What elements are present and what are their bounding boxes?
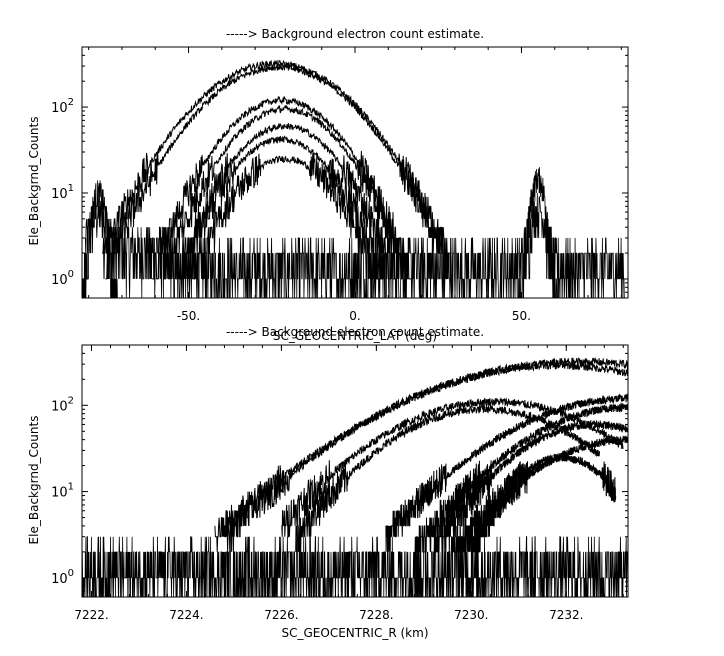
x-tick-label: 7228. (359, 608, 393, 622)
x-tick-label: 7226. (264, 608, 298, 622)
side-bump-line (518, 167, 559, 298)
series-line (295, 404, 600, 552)
y-tick-label: 102 (51, 395, 74, 414)
y-tick-label: 101 (51, 183, 74, 202)
x-tick-label: 50. (512, 309, 531, 323)
noise-floor-line (82, 536, 628, 597)
y-tick-label: 101 (51, 482, 74, 501)
bottom-y-axis-label: Ele_Backgrnd_Counts (27, 416, 41, 545)
panel-bottom: -----> Background electron count estimat… (27, 325, 629, 640)
bottom-x-ticks: 7222. 7224. 7226. 7228. 7230. 7232. (74, 345, 624, 622)
bottom-plot-frame (81, 344, 629, 598)
series-line (193, 153, 378, 280)
y-tick-label: 100 (51, 269, 74, 288)
top-title: -----> Background electron count estimat… (226, 27, 484, 41)
x-tick-label: 7224. (169, 608, 203, 622)
y-tick-label: 102 (51, 97, 74, 116)
bottom-series-group (82, 357, 628, 597)
x-tick-label: -50. (177, 309, 200, 323)
panel-top: -----> Background electron count estimat… (27, 27, 629, 343)
series-line (151, 95, 412, 280)
bottom-title: -----> Background electron count estimat… (226, 325, 484, 339)
top-x-ticks: -50. 0. 50. (88, 47, 622, 323)
bottom-x-axis-label: SC_GEOCENTRIC_R (km) (282, 626, 429, 640)
top-x-axis-label: SC_GEOCENTRIC_LAT (deg) (273, 329, 437, 343)
series-line (470, 453, 617, 579)
series-line (162, 104, 408, 280)
x-tick-label: 7232. (549, 608, 583, 622)
series-line (281, 396, 624, 538)
series-line (385, 393, 628, 552)
series-line (223, 361, 628, 552)
top-series-group (82, 59, 625, 298)
series-line (102, 59, 449, 279)
series-line (174, 123, 395, 280)
bottom-plot-area (82, 357, 628, 597)
series-line (105, 63, 452, 280)
x-tick-label: 7222. (74, 608, 108, 622)
series-line (413, 401, 628, 579)
top-y-axis-label: Ele_Backgrnd_Counts (27, 117, 41, 246)
side-bump-line (82, 180, 119, 298)
y-tick-label: 100 (51, 568, 74, 587)
top-plot-area (82, 59, 625, 298)
x-tick-label: 7230. (454, 608, 488, 622)
x-tick-label: 0. (349, 309, 360, 323)
